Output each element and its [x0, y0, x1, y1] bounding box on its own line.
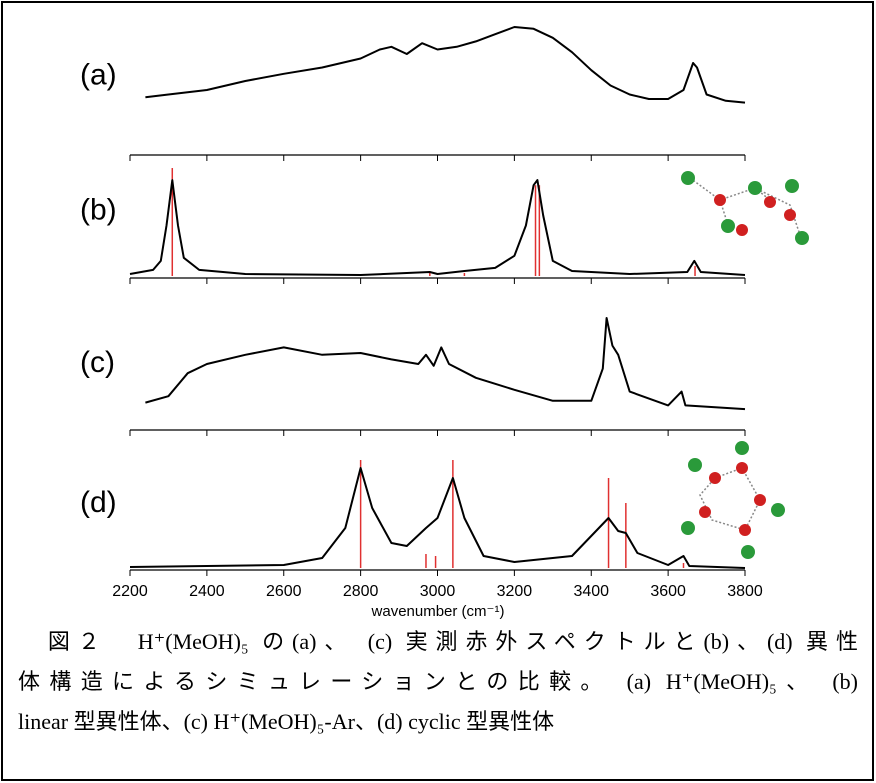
x-tick-label: 3000	[420, 583, 456, 600]
x-tick-label: 2800	[343, 583, 379, 600]
x-tick-label: 2400	[189, 583, 225, 600]
x-tick-label: 3400	[573, 583, 609, 600]
x-axis-label: wavenumber (cm⁻¹)	[371, 603, 505, 620]
panel-label: (c)	[80, 346, 115, 379]
caption-line: 図２ H⁺(MeOH)₅ の(a)、 (c) 実測赤外スペクトルと(b)、(d)…	[18, 624, 858, 656]
caption-line: linear 型異性体、(c) H⁺(MeOH)₅-Ar、(d) cyclic …	[18, 704, 858, 736]
x-tick-label: 3800	[727, 583, 763, 600]
x-tick-label: 2200	[112, 583, 148, 600]
molecule-cyclic	[681, 441, 785, 559]
figure: wavenumber (cm⁻¹) (a) (b) (c) (d) 2200 2400 26…	[0, 0, 876, 783]
caption-line: 体構造によるシミュレーションとの比較。 (a) H⁺(MeOH)₅、 (b)	[18, 664, 858, 696]
spectrum-line	[130, 180, 745, 275]
x-tick-label: 3200	[497, 583, 533, 600]
panel-label: (a)	[80, 58, 117, 91]
panel-label: (d)	[80, 486, 117, 519]
molecule-linear	[681, 171, 809, 245]
x-tick-label: 3600	[650, 583, 686, 600]
spectrum-line	[145, 318, 745, 409]
spectrum-line	[130, 468, 745, 568]
x-tick-label: 2600	[266, 583, 302, 600]
spectrum-line	[145, 27, 745, 103]
panel-label: (b)	[80, 193, 117, 226]
